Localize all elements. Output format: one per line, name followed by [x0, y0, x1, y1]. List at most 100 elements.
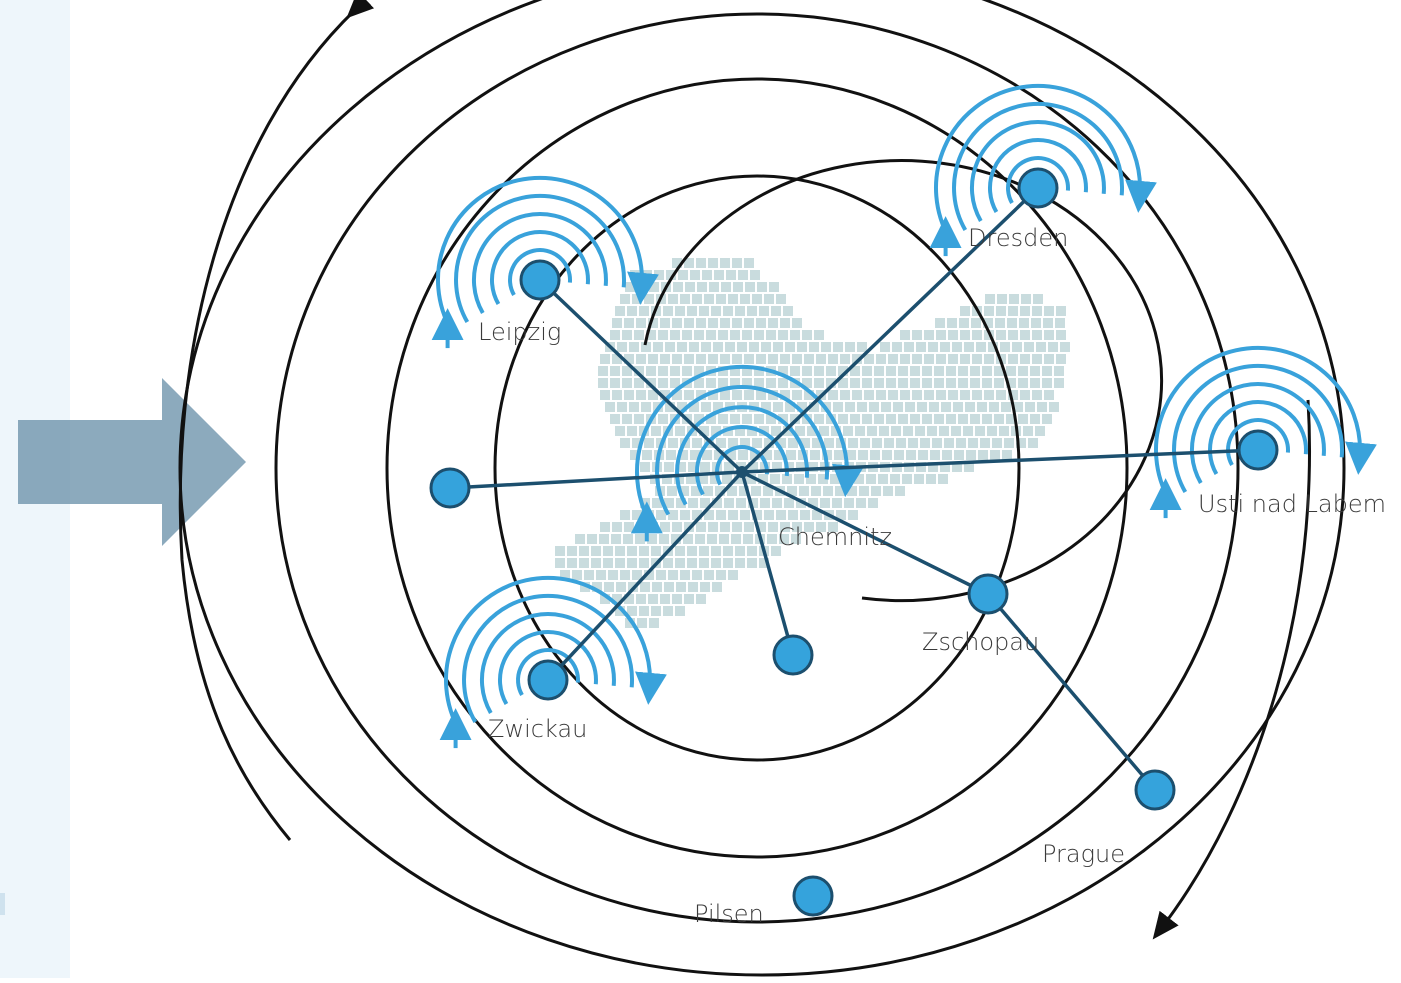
- city-nodes: [429, 167, 1279, 917]
- concentric-rings: [178, 0, 1346, 977]
- map-cell: [625, 282, 635, 292]
- node-south: [772, 634, 814, 676]
- map-cell: [700, 582, 710, 592]
- spiral-leipzig-arc: [454, 194, 627, 323]
- map-cell: [900, 330, 910, 340]
- link-zwickau: [546, 470, 744, 682]
- ring-2: [493, 174, 1021, 762]
- spiral-usti-arc: [1208, 400, 1308, 475]
- map-cell: [663, 606, 673, 616]
- map-cell: [668, 510, 678, 520]
- map-cell: [857, 342, 867, 352]
- map-cell: [1008, 306, 1018, 316]
- map-cell: [691, 486, 701, 496]
- map-cell: [654, 270, 664, 280]
- map-cell: [1055, 318, 1065, 328]
- map-cell: [1060, 342, 1070, 352]
- map-cell: [615, 546, 625, 556]
- map-cell: [658, 378, 668, 388]
- map-cell: [1030, 366, 1040, 376]
- map-cell: [780, 522, 790, 532]
- spiral-zwickau-arc: [479, 612, 616, 714]
- map-cell: [690, 450, 700, 460]
- ring-1: [643, 159, 1164, 603]
- map-cell: [694, 378, 704, 388]
- map-cell: [763, 486, 773, 496]
- map-cell: [660, 390, 670, 400]
- map-cell: [617, 402, 627, 412]
- map-cell: [697, 282, 707, 292]
- map-cell: [769, 282, 779, 292]
- map-cell: [1002, 450, 1012, 460]
- map-cell: [731, 534, 741, 544]
- map-cell: [605, 402, 615, 412]
- map-cell: [802, 378, 812, 388]
- map-cell: [780, 318, 790, 328]
- spiral-leipzig-arc: [471, 212, 608, 314]
- map-cell: [744, 354, 754, 364]
- map-cell: [732, 318, 742, 328]
- map-cell: [814, 378, 824, 388]
- map-cell: [1021, 294, 1031, 304]
- map-cell: [668, 438, 678, 448]
- map-cell: [771, 546, 781, 556]
- map-cell: [932, 438, 942, 448]
- map-cell: [694, 330, 704, 340]
- city-labels: Leipzig Dresden Usti nad Labem Chemnitz …: [478, 224, 1386, 928]
- map-cell: [704, 570, 714, 580]
- map-cell: [1016, 438, 1026, 448]
- map-cell: [848, 510, 858, 520]
- map-cell: [612, 318, 622, 328]
- map-cell: [999, 426, 1009, 436]
- map-cell: [1006, 366, 1016, 376]
- map-cell: [840, 390, 850, 400]
- map-cell: [833, 402, 843, 412]
- map-cell: [983, 318, 993, 328]
- map-cell: [639, 606, 649, 616]
- node-dresden: [1017, 167, 1059, 209]
- map-cell: [858, 450, 868, 460]
- map-cell: [870, 450, 880, 460]
- map-cell: [663, 306, 673, 316]
- node-leipzig: [519, 259, 561, 301]
- map-cell: [600, 522, 610, 532]
- map-cell: [635, 534, 645, 544]
- map-cell: [744, 258, 754, 268]
- map-cell: [1044, 354, 1054, 364]
- spiral-chemnitz-arc: [695, 425, 789, 496]
- map-cell: [724, 462, 734, 472]
- map-cell: [567, 546, 577, 556]
- map-cell: [790, 330, 800, 340]
- map-cell: [1030, 378, 1040, 388]
- map-cell: [824, 438, 834, 448]
- map-cell: [684, 258, 694, 268]
- map-cell: [620, 570, 630, 580]
- map-cell: [644, 294, 654, 304]
- map-cell: [835, 486, 845, 496]
- map-cell: [684, 354, 694, 364]
- map-cell: [888, 354, 898, 364]
- map-cell: [802, 330, 812, 340]
- map-cell: [964, 462, 974, 472]
- map-cell: [672, 594, 682, 604]
- map-cell: [910, 378, 920, 388]
- map-cell: [622, 378, 632, 388]
- map-cell: [647, 534, 657, 544]
- map-cell: [1054, 366, 1064, 376]
- map-cell: [759, 558, 769, 568]
- map-cell: [624, 390, 634, 400]
- map-cell: [792, 390, 802, 400]
- map-cell: [934, 378, 944, 388]
- map-cell: [799, 486, 809, 496]
- map-cell: [620, 510, 630, 520]
- map-cell: [718, 414, 728, 424]
- map-cell: [735, 546, 745, 556]
- map-cell: [936, 390, 946, 400]
- map-cell: [838, 378, 848, 388]
- map-cell: [759, 306, 769, 316]
- map-cell: [610, 414, 620, 424]
- map-cell: [623, 534, 633, 544]
- map-cell: [1056, 330, 1066, 340]
- map-cell: [722, 474, 732, 484]
- map-cell: [604, 582, 614, 592]
